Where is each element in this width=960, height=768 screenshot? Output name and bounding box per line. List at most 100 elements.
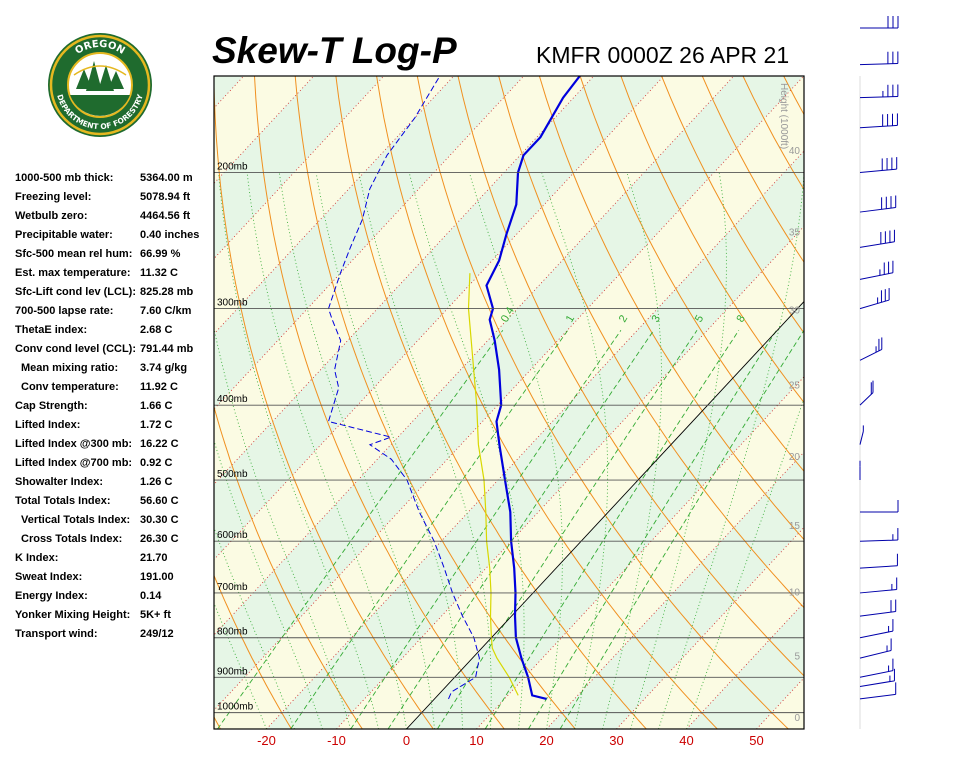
index-value: 791.44 mb: [140, 343, 194, 355]
index-value: 1.72 C: [140, 419, 173, 431]
dry-adiabat: [947, 76, 960, 729]
index-value: 7.60 C/km: [140, 305, 192, 317]
index-value: 5K+ ft: [140, 609, 171, 621]
wind-barb: [859, 658, 894, 678]
index-value: 0.92 C: [140, 457, 173, 469]
wind-barb-shaft: [859, 539, 898, 542]
dry-adiabat: [783, 76, 804, 116]
mixing-ratio-line: [437, 330, 698, 729]
index-value: 191.00: [140, 571, 174, 583]
mixing-ratio-line: [484, 330, 740, 729]
sounding-dashed-line: [327, 76, 480, 700]
isotherm-line: [0, 76, 104, 729]
wind-barb-shaft: [859, 565, 898, 569]
wind-barb: [860, 15, 899, 29]
index-value: 30.30 C: [140, 514, 179, 526]
wind-barb-shaft: [859, 168, 897, 174]
wind-barb: [859, 599, 897, 617]
index-value: 11.32 C: [140, 267, 178, 279]
wind-barb: [859, 84, 899, 99]
moist-adiabat-lines: [214, 172, 804, 729]
pressure-label: 800mb: [217, 627, 248, 638]
index-label: Yonker Mixing Height:: [15, 609, 131, 621]
x-tick-labels: -20 -10 0 10 20 30 40 50: [257, 733, 764, 748]
moist-adiabat: [214, 601, 267, 729]
x-tick-label: 10: [469, 733, 483, 748]
isotherm-band: [0, 76, 174, 729]
height-tick-label: 20: [789, 452, 801, 463]
wind-barb: [860, 500, 899, 513]
index-label: Precipitable water:: [15, 229, 113, 241]
mixing-ratio-label: 8: [735, 313, 748, 324]
index-value: 11.92 C: [140, 381, 178, 393]
wind-barb: [859, 51, 899, 66]
mixing-ratio-line: [350, 330, 622, 729]
index-value: 21.70: [140, 552, 168, 564]
height-tick-label: 15: [789, 521, 801, 532]
index-label: Freezing level:: [15, 191, 92, 203]
isotherm-band: [756, 677, 804, 729]
wind-barb: [859, 157, 898, 174]
index-label: Est. max temperature:: [15, 267, 131, 279]
index-label: Sfc-Lift cond lev (LCL):: [15, 286, 136, 298]
x-tick-label: 50: [749, 733, 763, 748]
logo-text-top: OREGON: [73, 39, 126, 57]
pressure-label: 1000mb: [217, 702, 254, 713]
height-tick-label: 5: [794, 651, 800, 662]
isotherm-line: [0, 76, 174, 729]
index-label: Conv temperature:: [21, 381, 119, 393]
wind-barb-shaft: [859, 588, 897, 594]
wind-barb-shaft: [859, 693, 896, 700]
station-time-label: KMFR 0000Z 26 APR 21: [536, 42, 790, 68]
index-value: 0.14: [140, 590, 162, 602]
wind-barbs: [859, 15, 899, 700]
index-label: Total Totals Index:: [15, 495, 111, 507]
wind-barb: [859, 553, 898, 569]
moist-adiabat: [214, 326, 351, 729]
mixing-ratio-line: [217, 330, 504, 729]
index-label: Vertical Totals Index:: [21, 514, 131, 526]
moist-adiabat: [541, 172, 609, 729]
pressure-labels: 1000mb 900mb 800mb 700mb 600mb 500mb 400mb 300m…: [217, 162, 254, 713]
index-value: 825.28 mb: [140, 286, 194, 298]
height-tick-label: 35: [789, 228, 801, 239]
moist-adiabat: [602, 172, 662, 729]
index-label: Cross Totals Index:: [21, 533, 123, 545]
x-tick-label: 30: [609, 733, 623, 748]
pressure-label: 700mb: [217, 582, 248, 593]
index-label: Showalter Index:: [15, 476, 104, 488]
isotherm-band: [0, 76, 104, 729]
wind-barb-shaft: [859, 95, 898, 99]
moisture-bands: [0, 76, 804, 729]
wind-barb: [859, 229, 895, 248]
isotherm-line: [0, 76, 34, 729]
wind-barb-shaft: [859, 649, 892, 659]
index-value: 2.68 C: [140, 324, 173, 336]
wind-barb-shaft: [859, 680, 895, 687]
wind-barb-shaft: [859, 611, 896, 617]
wind-barb: [859, 288, 890, 310]
index-label: 700-500 lapse rate:: [15, 305, 114, 317]
moist-adiabat: [468, 172, 563, 729]
zero-isotherm-line: [406, 300, 804, 729]
index-label: Mean mixing ratio:: [21, 362, 119, 374]
svg-text:OREGON: OREGON: [73, 39, 126, 57]
x-tick-label: -20: [257, 733, 276, 748]
wind-barb-shaft: [859, 62, 898, 66]
mixing-ratio-label: 1: [564, 313, 577, 324]
wind-barb-shaft: [859, 431, 864, 445]
moist-adiabat: [358, 172, 492, 729]
height-tick-label: 25: [789, 380, 801, 391]
mixing-ratio-label: 2: [617, 313, 630, 324]
wind-barb: [859, 380, 874, 406]
index-value: 4464.56 ft: [140, 210, 191, 222]
index-value: 56.60 C: [140, 495, 179, 507]
dry-adiabat: [214, 715, 221, 729]
isotherm-band: [214, 76, 804, 729]
mixing-ratio-line: [559, 330, 804, 729]
index-value: 16.22 C: [140, 438, 179, 450]
height-tick-label: 40: [789, 146, 801, 157]
index-label: Cap Strength:: [15, 400, 88, 412]
